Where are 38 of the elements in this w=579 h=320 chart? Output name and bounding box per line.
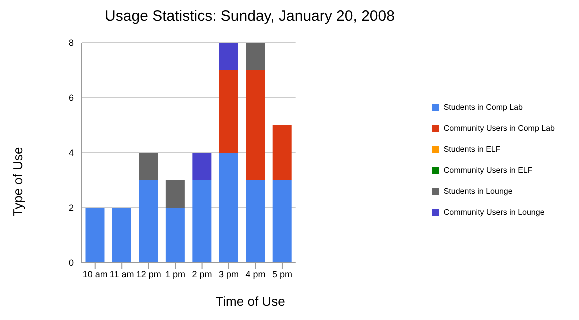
y-tick-label: 8 <box>68 38 74 48</box>
x-tick-label: 2 pm <box>192 269 212 280</box>
x-tick-label: 3 pm <box>219 269 240 280</box>
y-tick-label: 0 <box>68 258 74 268</box>
x-tick-label: 11 am <box>110 269 134 280</box>
legend-label: Students in Lounge <box>444 186 513 198</box>
bar <box>139 180 158 263</box>
legend-label: Community Users in ELF <box>444 164 533 176</box>
x-axis-title: Time of Use <box>214 294 286 309</box>
x-tick-label: 12 pm <box>136 269 162 280</box>
y-tick-label: 2 <box>68 203 74 214</box>
y-tick-label: 4 <box>68 148 74 158</box>
bar <box>192 153 212 180</box>
legend-label: Students in ELF <box>444 144 501 156</box>
bar <box>139 153 158 180</box>
bar <box>86 208 105 263</box>
chart-title: Usage Statistics: Sunday, January 20, 2008 <box>104 8 396 25</box>
legend-label: Community Users in Comp Lab <box>444 122 555 134</box>
x-tick-label: 10 am <box>82 269 108 280</box>
y-axis-title: Type of Use <box>10 147 26 217</box>
bar <box>112 208 132 263</box>
bar <box>246 43 266 70</box>
legend-label: Community Users in Lounge <box>444 206 545 218</box>
bar <box>272 180 292 263</box>
bar <box>219 70 238 153</box>
bar <box>192 180 212 263</box>
x-tick-label: 5 pm <box>272 269 292 280</box>
bar <box>246 180 266 263</box>
bar <box>219 43 238 70</box>
y-tick-label: 6 <box>68 93 74 104</box>
x-tick-label: 4 pm <box>246 269 266 280</box>
bar <box>219 153 238 263</box>
bar <box>272 126 292 180</box>
bar <box>246 70 266 180</box>
legend-label: Students in Comp Lab <box>444 102 524 114</box>
x-tick-label: 1 pm <box>166 269 186 280</box>
bar <box>166 208 185 263</box>
bar <box>166 180 185 208</box>
